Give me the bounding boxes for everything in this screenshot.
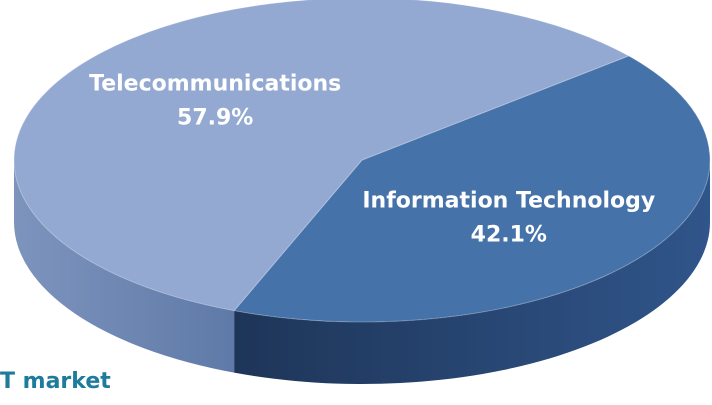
pie-labels: Information Technology 42.1% Telecommunica… (89, 71, 655, 247)
pie-slice (233, 55, 711, 323)
slice-label: Telecommunications (89, 71, 341, 96)
pie-side (234, 160, 710, 384)
pie-sides (14, 160, 710, 384)
pie-slice (13, 0, 630, 312)
slice-value-label: 42.1% (471, 223, 547, 248)
slice-label: Information Technology (362, 189, 655, 214)
pie-tops (13, 0, 711, 323)
slice-value-label: 57.9% (177, 105, 253, 130)
annotation: T market (0, 369, 111, 394)
pie-side (14, 160, 235, 373)
